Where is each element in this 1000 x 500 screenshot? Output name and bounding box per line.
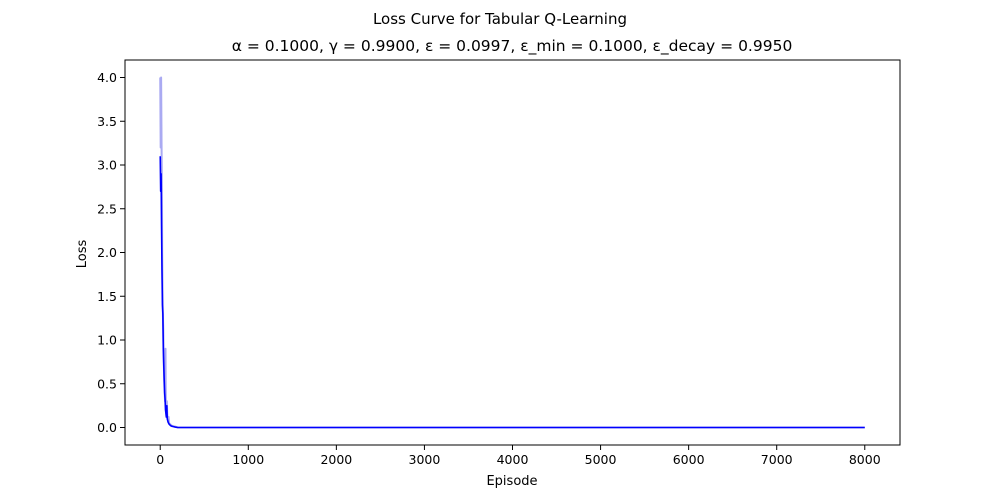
x-tick-label: 0 xyxy=(156,452,164,467)
x-tick-label: 3000 xyxy=(409,452,441,467)
x-axis-ticks: 0 1000 2000 3000 4000 5000 6000 7000 8000 xyxy=(156,445,881,467)
x-axis-label: Episode xyxy=(486,474,537,489)
y-tick-label: 2.0 xyxy=(97,245,117,260)
plot-area: 0 1000 2000 3000 4000 5000 6000 7000 8000 0.0 0.5… xyxy=(97,59,901,467)
y-tick-label: 1.5 xyxy=(97,289,117,304)
plot-background xyxy=(125,60,900,445)
x-tick-label: 6000 xyxy=(673,452,705,467)
y-tick-label: 0.0 xyxy=(97,420,117,435)
x-tick-label: 5000 xyxy=(585,452,617,467)
x-tick-label: 2000 xyxy=(320,452,352,467)
y-tick-label: 3.0 xyxy=(97,158,117,173)
x-tick-label: 8000 xyxy=(849,452,881,467)
series-line-smoothed xyxy=(159,156,865,429)
y-axis-label: Loss xyxy=(75,240,90,269)
x-tick-label: 7000 xyxy=(761,452,793,467)
y-tick-label: 3.5 xyxy=(97,114,117,129)
y-axis-ticks: 0.0 0.5 1.0 1.5 2.0 2.5 3.0 3.5 4.0 xyxy=(97,70,125,435)
chart-subtitle: α = 0.1000, γ = 0.9900, ε = 0.0997, ε_mi… xyxy=(232,37,793,56)
chart-title: Loss Curve for Tabular Q-Learning xyxy=(373,10,627,28)
x-tick-label: 1000 xyxy=(232,452,264,467)
y-tick-label: 0.5 xyxy=(97,376,117,391)
y-tick-label: 1.0 xyxy=(97,333,117,348)
series-layer xyxy=(159,76,865,429)
x-tick-label: 4000 xyxy=(497,452,529,467)
y-tick-label: 4.0 xyxy=(97,70,117,85)
y-tick-label: 2.5 xyxy=(97,201,117,216)
